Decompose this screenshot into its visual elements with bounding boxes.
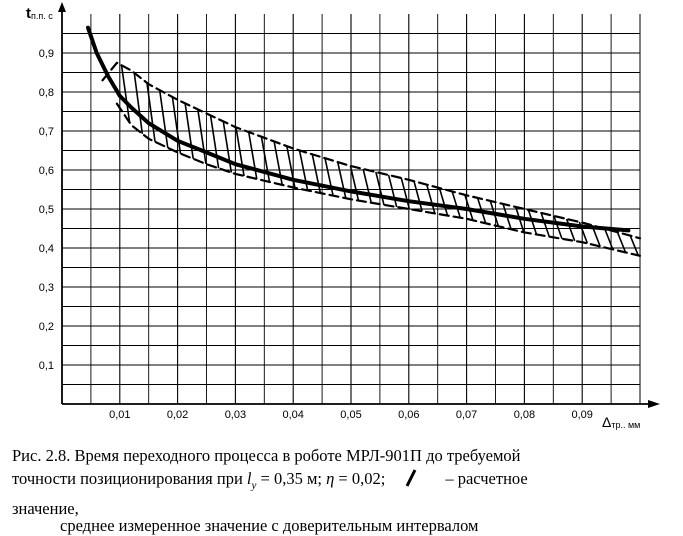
hatch-line	[565, 218, 576, 242]
hatch-line	[260, 136, 271, 183]
x-axis-label: Δтр.. мм	[602, 414, 640, 430]
hatch-line	[133, 72, 144, 134]
hatch-line	[184, 103, 194, 159]
hatch-line	[349, 165, 360, 201]
hatch-line	[158, 90, 169, 148]
y-tick-label: 0,3	[39, 282, 54, 294]
series-measured-lower	[115, 102, 642, 257]
y-tick-label: 0,9	[39, 48, 54, 60]
hatch-line	[387, 174, 398, 208]
series-calculated	[86, 25, 631, 233]
hatch-line	[629, 235, 640, 256]
hatch-line	[425, 184, 436, 214]
x-tick-label: 0,08	[514, 409, 535, 421]
hatch-line	[336, 161, 347, 199]
chart-axes	[58, 2, 660, 408]
caption-line-4: среднее измеренное значение с доверитель…	[60, 516, 479, 536]
hatch-line	[616, 231, 627, 253]
hatch-line	[247, 131, 258, 180]
y-tick-label: 0,6	[39, 165, 54, 177]
x-tick-label: 0,03	[225, 409, 246, 421]
hatch-line	[171, 96, 182, 154]
y-tick-label: 0,8	[39, 87, 54, 99]
symbol-l-sub: y	[251, 479, 257, 492]
x-tick-label: 0,06	[398, 409, 419, 421]
y-tick-label: 0,2	[39, 321, 54, 333]
y-tick-label: 0,1	[39, 360, 54, 372]
hatch-line	[362, 168, 373, 203]
hatch-line	[197, 109, 207, 165]
x-tick-label: 0,09	[571, 409, 592, 421]
confidence-band	[120, 65, 640, 256]
chart: 0,01 0,02 0,03 0,04 0,05 0,06 0,07 0,08 0,09 0,1 0…	[26, 2, 660, 430]
tick-labels: 0,01 0,02 0,03 0,04 0,05 0,06 0,07 0,08 0,09 0,1 0…	[39, 48, 593, 421]
caption-line-2: точности позиционирования при ly = 0,35 …	[12, 469, 528, 492]
hatch-line	[400, 177, 411, 210]
y-axis-label: tп.п. с	[26, 5, 53, 22]
x-axis-arrow	[648, 400, 660, 408]
symbol-l: l	[246, 469, 252, 488]
hatch-line	[235, 127, 245, 177]
x-tick-label: 0,07	[456, 409, 477, 421]
measured-band-legend-icon	[12, 510, 13, 511]
hatch-line	[120, 65, 131, 123]
chart-curves	[86, 25, 642, 257]
x-tick-label: 0,01	[109, 409, 130, 421]
hatch-line	[603, 228, 614, 250]
caption-line-3: значение,	[12, 497, 672, 520]
hatch-line	[553, 215, 563, 240]
y-tick-label: 0,5	[39, 204, 54, 216]
x-tick-label: 0,02	[167, 409, 188, 421]
symbol-eta: η	[326, 469, 335, 488]
caption-line-1: Рис. 2.8. Время переходного процесса в р…	[12, 446, 521, 465]
hatch-line	[209, 115, 220, 169]
x-tick-label: 0,04	[282, 409, 303, 421]
hatch-line	[451, 191, 462, 218]
y-tick-label: 0,4	[39, 243, 54, 255]
y-axis-arrow	[58, 2, 66, 12]
hatch-line	[324, 158, 334, 196]
chart-grid	[62, 14, 641, 404]
hatch-line	[413, 180, 423, 212]
hatch-line	[540, 212, 551, 237]
figure-caption: Рис. 2.8. Время переходного процесса в р…	[12, 444, 672, 536]
y-tick-label: 0,7	[39, 126, 54, 138]
hatch-line	[438, 187, 449, 216]
series-measured-upper	[101, 61, 642, 240]
hatch-line	[222, 121, 233, 173]
calculated-line-legend-icon	[405, 469, 417, 487]
hatch-line	[146, 82, 156, 142]
hatch-line	[375, 171, 385, 205]
x-tick-label: 0,05	[340, 409, 361, 421]
hatch-line	[311, 154, 322, 194]
hatch-line	[527, 209, 538, 235]
